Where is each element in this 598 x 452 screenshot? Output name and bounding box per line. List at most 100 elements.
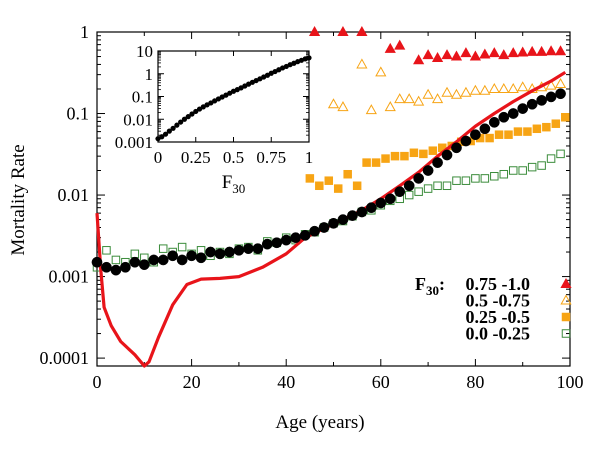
data-point <box>130 249 140 259</box>
data-point <box>347 210 358 221</box>
y-axis-title: Mortality Rate <box>8 144 29 255</box>
data-point <box>176 254 188 266</box>
data-point <box>324 176 334 185</box>
data-point <box>101 261 112 273</box>
data-point <box>551 119 561 128</box>
data-point <box>546 154 556 163</box>
inset-y-tick-label: 0.001 <box>115 133 153 152</box>
data-point <box>469 50 482 61</box>
data-point <box>129 256 141 268</box>
inset-data-point <box>181 116 188 122</box>
data-point <box>536 45 548 56</box>
data-point <box>261 238 273 250</box>
inset-data-point <box>159 134 165 140</box>
x-axis-title: Age (years) <box>275 412 364 433</box>
data-point <box>102 246 111 255</box>
data-point <box>404 190 414 200</box>
x-tick-label: 0 <box>93 372 102 392</box>
data-point <box>214 248 226 260</box>
data-point <box>431 93 444 104</box>
x-tick-label: 60 <box>372 372 390 392</box>
legend-label: 0.75 -1.0 <box>466 274 531 294</box>
data-point <box>280 234 292 246</box>
data-point <box>460 135 472 147</box>
data-point <box>561 113 570 122</box>
data-point <box>138 259 150 271</box>
data-point <box>523 127 532 136</box>
inset-y-tick-label: 10 <box>136 42 153 61</box>
inset-series <box>155 55 312 142</box>
data-point <box>527 162 537 172</box>
data-point <box>537 161 546 170</box>
data-point <box>290 232 302 244</box>
data-point <box>371 158 381 167</box>
data-point <box>110 264 122 276</box>
data-point <box>413 173 425 184</box>
x-tick-label: 100 <box>557 372 584 392</box>
inset-data-point <box>306 55 312 61</box>
inset-y-tick-label: 0.1 <box>132 88 153 107</box>
data-point <box>460 86 472 97</box>
data-point <box>375 197 387 209</box>
data-point <box>452 176 461 185</box>
inset-y-tick-label: 0.01 <box>123 110 153 129</box>
data-point <box>431 51 444 62</box>
data-point <box>409 148 419 158</box>
data-point <box>318 222 330 233</box>
inset-data-point <box>162 131 169 137</box>
data-point <box>315 181 324 191</box>
x-tick-label: 20 <box>183 372 201 392</box>
data-point <box>419 149 428 159</box>
data-point <box>480 174 490 183</box>
data-point <box>224 246 235 258</box>
data-point <box>167 250 179 262</box>
inset-data-point <box>174 122 180 128</box>
data-point <box>508 166 518 175</box>
inset-data-point <box>170 125 176 131</box>
data-point <box>485 133 494 143</box>
data-point <box>337 101 349 112</box>
data-point <box>394 39 406 50</box>
legend-label: 0.5 -0.75 <box>466 291 531 311</box>
legend: F30: 0.75 -1.00.5 -0.750.25 -0.50.0 -0.25 <box>415 274 572 344</box>
legend-label: 0.0 -0.25 <box>466 324 531 344</box>
data-point <box>384 193 396 205</box>
x-tick-label: 40 <box>277 372 295 392</box>
data-point <box>205 246 216 258</box>
data-point <box>471 174 480 183</box>
data-point <box>394 186 406 198</box>
data-point <box>422 49 434 60</box>
data-point <box>460 47 472 58</box>
data-point <box>545 45 557 56</box>
data-point <box>545 79 557 90</box>
data-point <box>384 101 396 112</box>
data-point <box>365 104 377 115</box>
inset-x-axis-title: F30 <box>222 172 246 196</box>
data-point <box>441 86 453 97</box>
data-point <box>308 25 321 36</box>
legend-title: F30: <box>415 274 445 298</box>
data-point <box>333 184 343 193</box>
data-point <box>414 187 423 196</box>
data-point <box>381 154 390 163</box>
data-point <box>433 181 442 191</box>
data-point <box>327 98 340 109</box>
data-point <box>498 49 510 60</box>
data-point <box>518 166 527 175</box>
data-point <box>488 47 500 58</box>
data-point <box>365 202 377 214</box>
data-point <box>91 256 103 268</box>
data-point <box>252 243 264 255</box>
data-point <box>498 82 510 93</box>
data-point <box>526 45 538 56</box>
data-point <box>450 50 463 61</box>
data-point <box>479 48 491 59</box>
data-point <box>526 98 538 110</box>
mortality-curve <box>95 70 567 368</box>
data-point <box>309 225 320 237</box>
inset-data-point <box>178 119 184 125</box>
data-point <box>343 169 352 179</box>
data-point <box>479 123 491 135</box>
